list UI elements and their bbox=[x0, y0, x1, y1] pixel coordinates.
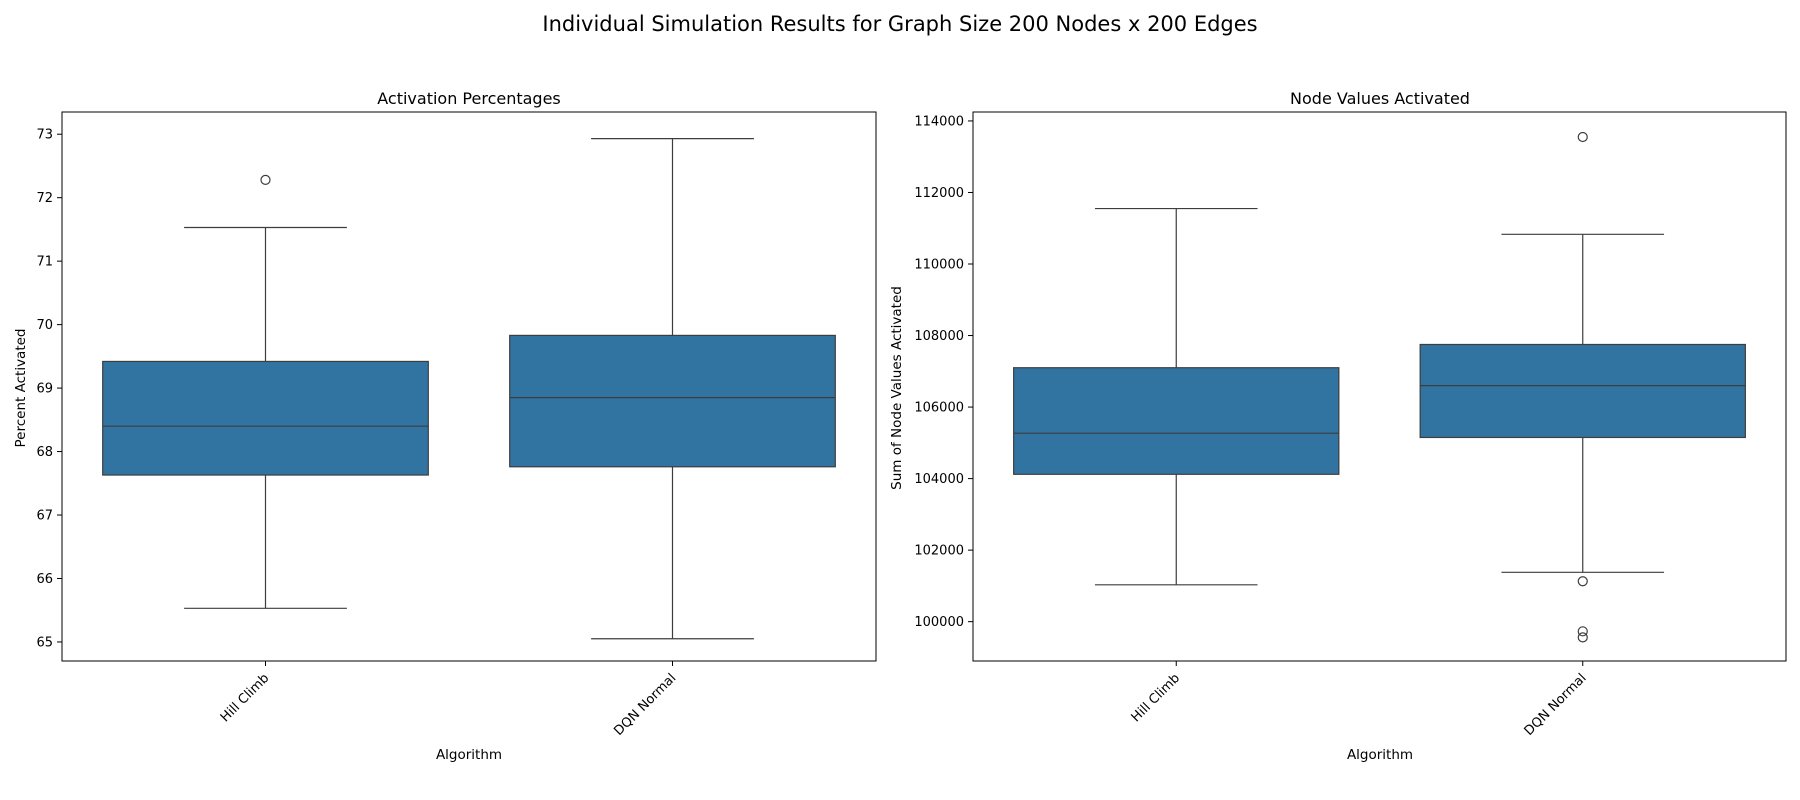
y-tick-label: 69 bbox=[36, 382, 53, 397]
box-2 bbox=[1419, 131, 1746, 643]
y-tick-label: 70 bbox=[36, 318, 53, 333]
axes-frame bbox=[61, 111, 877, 662]
y-axis-label: Percent Activated bbox=[13, 329, 29, 448]
y-tick-label: 108000 bbox=[914, 329, 964, 344]
outlier-point bbox=[1577, 632, 1588, 643]
iqr-box bbox=[1013, 367, 1340, 475]
y-tick-label: 110000 bbox=[914, 258, 964, 273]
y-tick-label: 112000 bbox=[914, 186, 964, 201]
iqr-box bbox=[1419, 343, 1746, 439]
y-tick-label: 100000 bbox=[914, 615, 964, 630]
outlier-point bbox=[1577, 131, 1588, 143]
y-tick-label: 106000 bbox=[914, 401, 964, 416]
y-tick-label: 68 bbox=[36, 445, 53, 460]
panel-title: Node Values Activated bbox=[1290, 89, 1470, 108]
box-1 bbox=[102, 174, 429, 609]
iqr-box bbox=[509, 334, 836, 468]
box-2 bbox=[509, 138, 836, 640]
outlier-point bbox=[1577, 626, 1588, 637]
y-tick-label: 73 bbox=[36, 128, 53, 143]
y-tick-label: 104000 bbox=[914, 472, 964, 487]
axes-frame bbox=[972, 111, 1787, 662]
y-tick-label: 72 bbox=[36, 191, 53, 206]
y-tick-label: 67 bbox=[36, 509, 53, 524]
figure-title: Individual Simulation Results for Graph … bbox=[542, 12, 1257, 36]
panel-title: Activation Percentages bbox=[377, 89, 561, 108]
x-axis-label: Algorithm bbox=[1347, 747, 1413, 763]
y-tick-label: 66 bbox=[36, 572, 53, 587]
iqr-box bbox=[102, 360, 429, 476]
y-axis-label: Sum of Node Values Activated bbox=[889, 286, 905, 490]
x-axis-label: Algorithm bbox=[436, 747, 502, 763]
outlier-point bbox=[1577, 576, 1588, 587]
box-1 bbox=[1013, 207, 1340, 586]
y-tick-label: 71 bbox=[36, 255, 53, 270]
outlier-point bbox=[260, 174, 271, 186]
y-tick-label: 114000 bbox=[914, 114, 964, 129]
y-tick-label: 65 bbox=[36, 635, 53, 650]
panel-node-values-activated: Node Values Activated Algorithm Sum of N… bbox=[889, 89, 1787, 763]
y-tick-label: 102000 bbox=[914, 544, 964, 559]
